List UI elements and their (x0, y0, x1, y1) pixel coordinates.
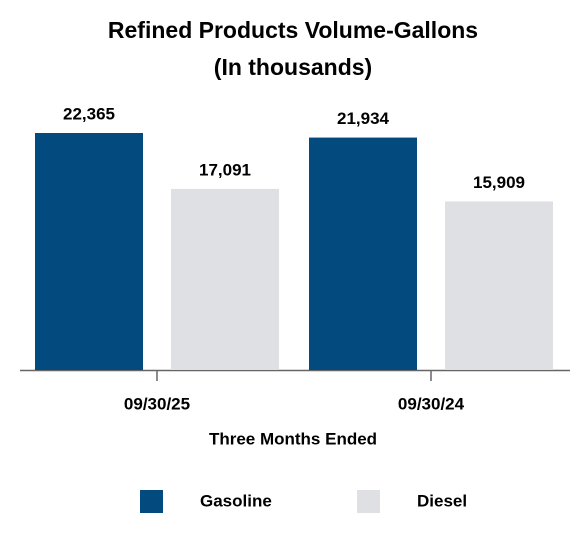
chart-subtitle: (In thousands) (214, 54, 372, 80)
bar (309, 137, 417, 370)
value-label: 15,909 (473, 173, 525, 192)
value-label: 22,365 (63, 104, 115, 123)
chart-title: Refined Products Volume-Gallons (108, 17, 478, 43)
bar (445, 201, 553, 370)
legend-label: Gasoline (200, 491, 272, 510)
legend-swatch (357, 490, 380, 513)
bar (171, 188, 279, 370)
x-tick-label: 09/30/25 (124, 394, 190, 413)
x-tick-label: 09/30/24 (398, 394, 465, 413)
value-label: 17,091 (199, 160, 251, 179)
legend-label: Diesel (417, 491, 467, 510)
legend-swatch (140, 490, 163, 513)
value-label: 21,934 (337, 109, 390, 128)
bar (35, 133, 143, 370)
x-axis-label: Three Months Ended (209, 429, 377, 448)
